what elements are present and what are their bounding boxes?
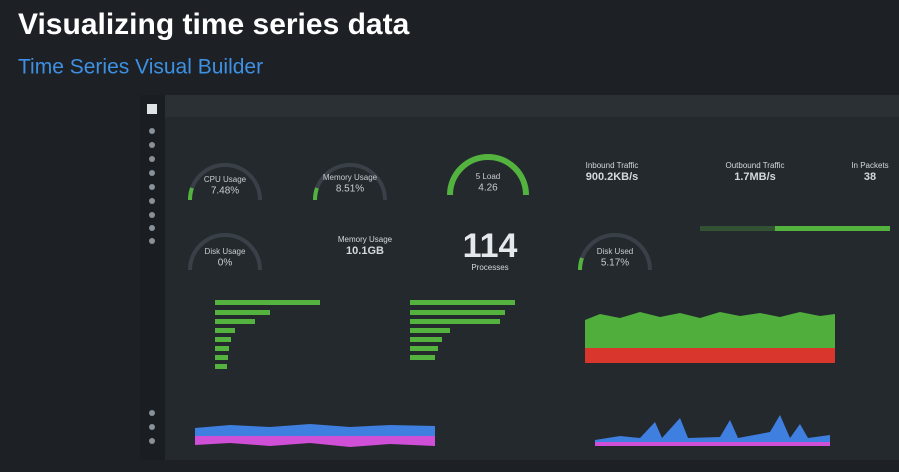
gauge-label: Disk Usage — [205, 247, 246, 256]
gauge-label: Disk Used — [597, 247, 633, 256]
gauge-label: CPU Usage — [204, 175, 247, 184]
decoration — [215, 364, 227, 369]
decoration — [410, 319, 500, 324]
decoration — [410, 355, 435, 360]
decoration — [447, 154, 529, 196]
decoration — [149, 128, 155, 134]
metric-label: Outbound Traffic — [726, 161, 785, 170]
area-green — [585, 312, 835, 348]
decoration — [215, 319, 255, 324]
decoration — [149, 156, 155, 162]
decoration — [410, 300, 515, 305]
decoration — [313, 163, 387, 201]
gauge-value: 8.51% — [336, 184, 364, 195]
big-number: 114 — [463, 227, 518, 265]
gauge-value: 5.17% — [601, 258, 629, 269]
slide-subtitle: Time Series Visual Builder — [18, 56, 263, 79]
area-spikes — [595, 415, 830, 442]
decoration — [149, 212, 155, 218]
decoration — [410, 328, 450, 333]
screen — [140, 95, 899, 460]
gauge-label: 5 Load — [476, 172, 500, 181]
progress-fill — [775, 226, 890, 231]
metric-texts: Inbound Traffic 900.2KB/s Outbound Traff… — [338, 161, 889, 272]
area-magenta — [195, 436, 435, 447]
gauge-label: Memory Usage — [323, 173, 378, 182]
decoration — [577, 257, 584, 271]
decoration — [149, 424, 155, 430]
decoration — [215, 337, 231, 342]
decoration — [187, 187, 194, 201]
top-bar — [165, 95, 899, 117]
metric-label: Inbound Traffic — [586, 161, 639, 170]
decoration — [149, 438, 155, 444]
area-base — [595, 442, 830, 446]
decoration — [215, 346, 229, 351]
gauge-texts: CPU Usage 7.48% Memory Usage 8.51% 5 Loa… — [204, 172, 633, 269]
metric-label: Memory Usage — [338, 235, 393, 244]
gauge-value: 4.26 — [478, 183, 498, 194]
slide-title: Visualizing time series data — [18, 8, 410, 41]
gauge-value: 0% — [218, 258, 233, 269]
decoration — [149, 225, 155, 231]
metric-value: 38 — [864, 171, 876, 183]
bar-list-left — [215, 300, 320, 369]
decoration — [149, 410, 155, 416]
decoration — [578, 233, 652, 271]
metric-value: 1.7MB/s — [734, 171, 776, 183]
dashboard-screen: CPU Usage 7.48% Memory Usage 8.51% 5 Loa… — [140, 95, 899, 460]
metric-label: In Packets — [851, 161, 888, 170]
area-blue — [195, 424, 435, 436]
gauge-tracks — [187, 154, 652, 271]
gauge-value: 7.48% — [211, 186, 239, 197]
decoration — [149, 184, 155, 190]
decoration — [149, 238, 155, 244]
decoration — [215, 328, 235, 333]
decoration — [188, 233, 262, 271]
decoration — [410, 310, 505, 315]
decoration — [149, 170, 155, 176]
decoration — [215, 310, 270, 315]
big-number-label: Processes — [471, 263, 508, 272]
metric-value: 10.1GB — [346, 245, 384, 257]
decoration — [188, 163, 262, 201]
decoration — [410, 337, 442, 342]
sidebar-icons — [147, 104, 157, 444]
decoration — [215, 355, 228, 360]
sidebar — [140, 95, 165, 460]
decoration — [147, 104, 157, 114]
metric-value: 900.2KB/s — [586, 171, 639, 183]
decoration — [149, 142, 155, 148]
area-red — [585, 348, 835, 363]
bar-list-right — [410, 300, 515, 360]
decoration — [312, 187, 319, 201]
decoration — [149, 198, 155, 204]
decoration — [215, 300, 320, 305]
decoration — [410, 346, 438, 351]
